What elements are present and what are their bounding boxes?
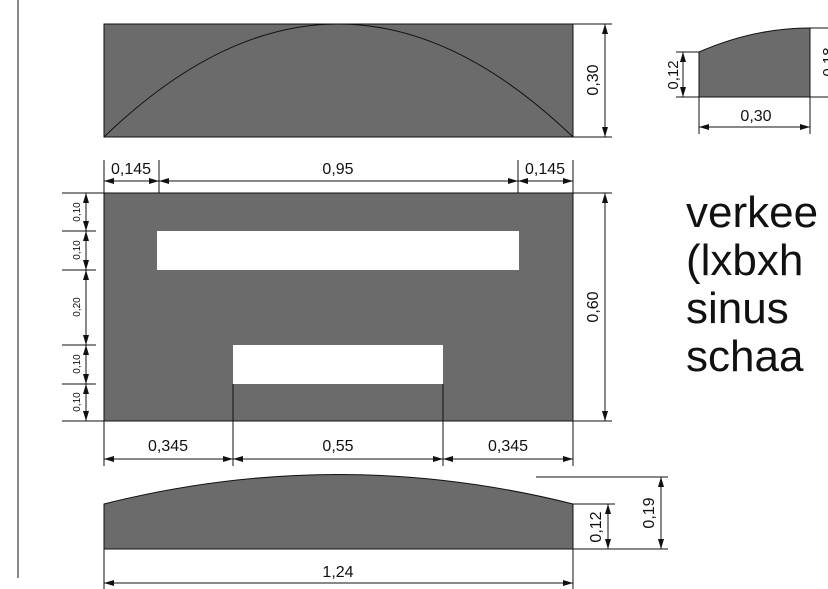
plan-top-dim-left: 0,145 — [111, 161, 151, 178]
side-view-top-body — [103, 23, 574, 138]
side-bottom-length-label: 1,24 — [322, 564, 353, 581]
side-bottom-edge-label: 0,12 — [588, 511, 605, 542]
side-view-top: 0,30 — [103, 23, 612, 138]
opening-top — [157, 231, 519, 270]
end-view-width-label: 0,30 — [740, 108, 771, 125]
plan-bottom-dim-middle: 0,55 — [322, 438, 353, 455]
plan-left-dim-3: 0,20 — [72, 297, 83, 317]
plan-left-dim-5: 0,10 — [72, 392, 83, 412]
plan-bottom-dim-left: 0,345 — [148, 438, 188, 455]
plan-top-dim-middle: 0,95 — [322, 161, 353, 178]
plan-top-dims: 0,145 0,95 0,145 — [103, 160, 574, 193]
description-text: verkee (lxbxh sinus schaa — [686, 189, 818, 381]
plan-view: 0,145 0,95 0,145 0,60 0,10 0,10 — [62, 160, 612, 466]
end-view-height-label: 0,12 — [665, 60, 682, 89]
description-line-3: sinus — [686, 284, 789, 333]
plan-left-dim-4: 0,10 — [72, 354, 83, 374]
side-view-bottom: 0,12 0,19 1,24 — [103, 474, 668, 589]
end-view-height-label-cut: 0,18 — [820, 47, 828, 76]
plan-left-dim-2: 0,10 — [72, 240, 83, 260]
plan-height-label: 0,60 — [585, 291, 602, 322]
plan-bottom-dims: 0,345 0,55 0,345 — [103, 384, 574, 466]
opening-bottom — [233, 345, 443, 384]
sine-curve — [103, 23, 574, 138]
plan-left-dim-1: 0,10 — [72, 202, 83, 222]
end-view-body — [698, 27, 811, 98]
end-view: 0,12 0,18 0,30 — [665, 27, 828, 134]
description-line-1: verkee — [686, 188, 819, 237]
description-line-2: (lxbxh — [686, 236, 804, 285]
plan-view-body — [103, 192, 574, 422]
plan-top-dim-right: 0,145 — [525, 161, 565, 178]
plan-left-dims: 0,10 0,10 0,20 0,10 0,10 — [62, 192, 104, 422]
plan-bottom-dim-right: 0,345 — [488, 438, 528, 455]
dim-height-label: 0,30 — [585, 64, 602, 95]
side-view-bottom-body — [103, 474, 574, 550]
side-bottom-height-label: 0,19 — [641, 497, 658, 528]
description-line-4: schaa — [686, 332, 804, 381]
